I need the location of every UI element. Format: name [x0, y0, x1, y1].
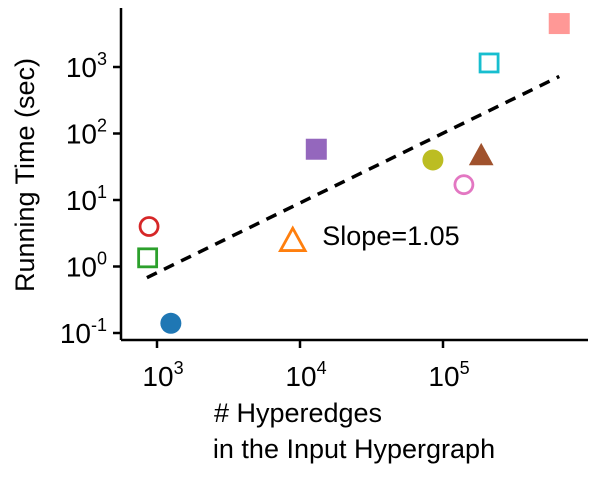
x-axis-title-line-2: in the Input Hypergraph — [213, 434, 495, 464]
data-point — [138, 216, 160, 237]
data-point — [548, 13, 570, 35]
data-point — [468, 142, 494, 166]
x-tick-label: 103 — [142, 358, 183, 392]
data-point — [422, 149, 444, 171]
x-tick-label: 104 — [285, 358, 326, 392]
y-axis-title: Running Time (sec) — [10, 58, 40, 292]
y-tick-label: 101 — [66, 182, 107, 216]
data-points — [137, 13, 570, 334]
x-ticks: 103 104 105 — [142, 340, 470, 392]
y-tick-label: 10-1 — [60, 315, 107, 349]
fit-line-group — [146, 74, 561, 280]
x-tick-label: 105 — [428, 358, 469, 392]
data-point — [137, 247, 159, 269]
x-axis-title-line-1: # Hyperedges — [214, 398, 382, 428]
y-tick-label: 100 — [66, 249, 107, 283]
data-point — [160, 312, 182, 334]
slope-annotation: Slope=1.05 — [322, 221, 459, 251]
data-point — [278, 225, 308, 252]
data-point — [305, 138, 327, 160]
y-tick-label: 102 — [66, 116, 107, 150]
data-point — [478, 52, 500, 74]
y-tick-label: 103 — [66, 49, 107, 83]
data-point — [453, 174, 475, 196]
fit-line — [146, 74, 561, 280]
y-ticks: 10-1 100 101 102 103 — [60, 49, 121, 349]
axes — [119, 8, 588, 342]
